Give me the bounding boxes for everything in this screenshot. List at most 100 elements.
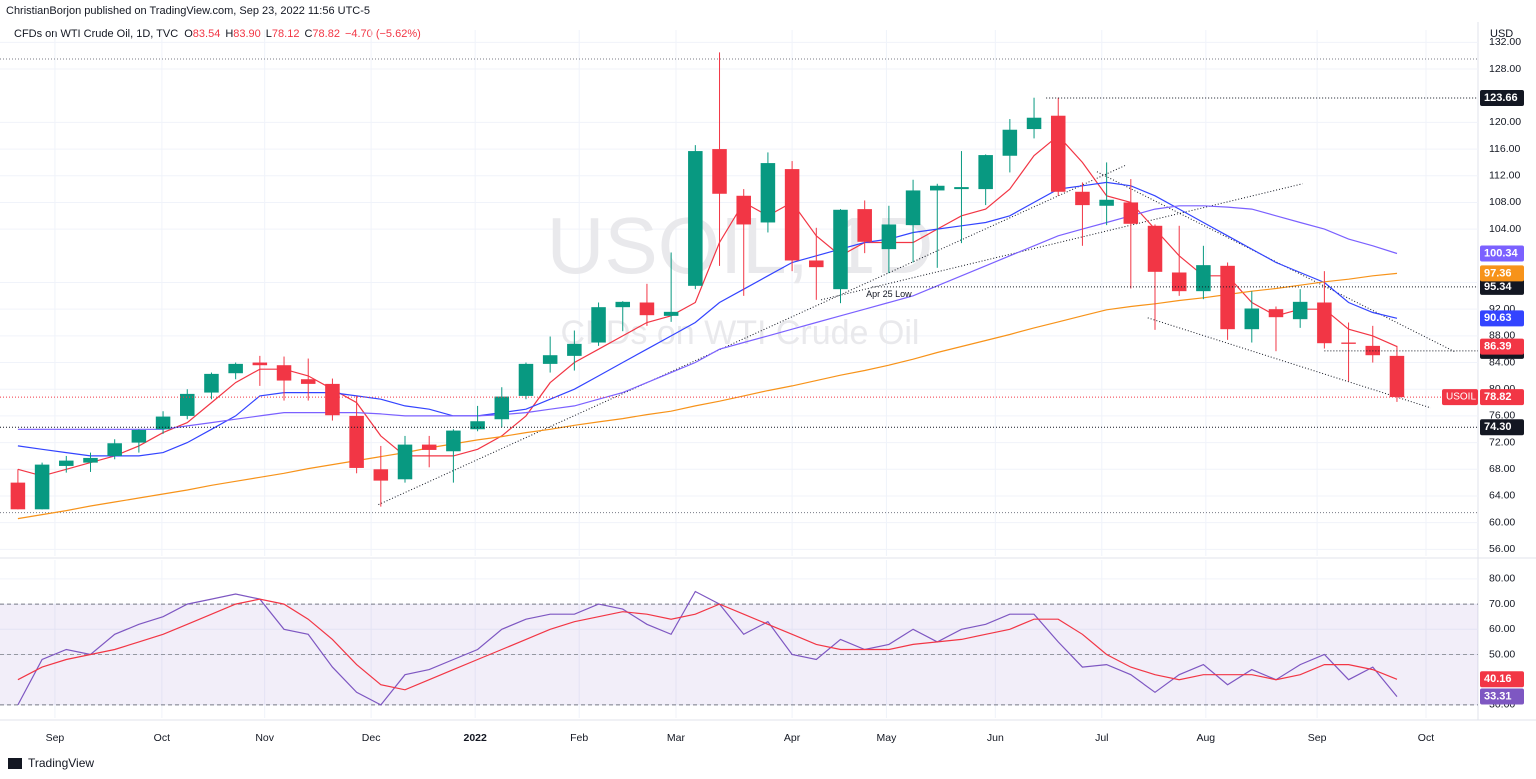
candle-body [34, 464, 50, 510]
candle-body [470, 421, 485, 430]
y-tick-label: 80.00 [1489, 573, 1515, 585]
ohlc-key: L [266, 28, 272, 40]
candle-body [107, 443, 122, 456]
y-tick-label: 112.00 [1489, 170, 1520, 182]
ohlc-key: O [184, 28, 193, 40]
x-tick-label: Nov [255, 732, 274, 744]
ohlc-value: 83.54 [193, 28, 221, 40]
candle-body [155, 416, 171, 430]
candle-body [59, 460, 74, 466]
candle-body [567, 343, 582, 356]
candle-body [978, 155, 993, 190]
axis-label-box [1480, 338, 1524, 355]
axis-label: 74.30 [1484, 421, 1512, 433]
y-tick-label: 50.00 [1489, 648, 1515, 660]
axis-label: 100.34 [1484, 247, 1519, 259]
candle-body [1171, 272, 1187, 292]
candle-body [784, 169, 800, 261]
x-tick-label: Feb [570, 732, 588, 744]
y-tick-label: 132.00 [1489, 36, 1521, 48]
candle-body [1099, 199, 1114, 206]
axis-label-box [1480, 310, 1524, 327]
candle-body [1196, 265, 1211, 292]
footer: TradingView [28, 756, 94, 770]
y-tick-label: 104.00 [1489, 223, 1521, 235]
symbol-box [1442, 389, 1478, 406]
x-tick-label: Oct [154, 732, 170, 744]
y-tick-label: 68.00 [1489, 463, 1515, 475]
rsi-line [17, 590, 1398, 706]
y-tick-label: 60.00 [1489, 623, 1515, 635]
candle-body [325, 383, 340, 416]
candle-body [1026, 117, 1042, 130]
axis-label-box [1480, 89, 1524, 106]
candle-body [1244, 308, 1260, 330]
ohlc-value: 78.82 [312, 28, 340, 40]
candle-body [1292, 301, 1308, 320]
candle-body [809, 260, 824, 268]
candle-body [276, 365, 292, 381]
candle-body [397, 444, 413, 480]
candle-body [1268, 309, 1284, 318]
moving-average [17, 134, 1398, 477]
candle-body [518, 363, 534, 396]
candle-body [1389, 355, 1405, 398]
axis-label-box [1480, 265, 1524, 282]
candle-body [204, 373, 219, 393]
moving-average [17, 181, 1398, 457]
watermark-subtitle: CFDs on WTI Crude Oil [561, 314, 920, 352]
symbol: CFDs on WTI Crude Oil, 1D, TVC [14, 28, 178, 40]
y-tick-label: 84.00 [1489, 356, 1515, 368]
candle-body [1123, 202, 1139, 224]
ohlc-key: H [225, 28, 233, 40]
candle-body [881, 224, 897, 250]
candle-body [591, 307, 606, 343]
candle-body [373, 469, 389, 481]
axis-label-box [1480, 389, 1524, 406]
candle-body [1075, 191, 1090, 206]
ohlc-value: 83.90 [233, 28, 261, 40]
y-tick-label: 120.00 [1489, 116, 1521, 128]
moving-average [17, 272, 1398, 520]
candle-body [446, 430, 461, 452]
candle-body [663, 311, 679, 316]
candle-body [228, 363, 243, 374]
x-tick-label: Apr [784, 732, 801, 744]
candle-body [905, 190, 921, 226]
x-tick-label: Sep [46, 732, 65, 744]
candle-body [1147, 225, 1163, 272]
axis-label-box [1480, 278, 1524, 295]
candle-body [712, 149, 727, 194]
x-tick-label: Oct [1418, 732, 1434, 744]
ohlc-key: C [304, 28, 312, 40]
candle-body [736, 195, 751, 225]
candle-body [1341, 342, 1356, 344]
axis-label-box [1480, 671, 1524, 688]
rsi-line [17, 598, 1398, 691]
candle-body [760, 163, 776, 223]
axis-label: 90.63 [1484, 312, 1512, 324]
y-tick-label: 76.00 [1489, 410, 1515, 422]
trendline [1096, 171, 1456, 353]
candle-body [131, 429, 147, 443]
x-tick-label: 2022 [463, 732, 487, 744]
ohlc-value: 78.12 [272, 28, 300, 40]
x-tick-label: Sep [1308, 732, 1327, 744]
axis-label: 33.31 [1484, 690, 1512, 702]
logo [8, 758, 22, 769]
candle-body [1220, 265, 1235, 330]
candle-body [857, 209, 872, 242]
y-tick-label: 72.00 [1489, 436, 1515, 448]
axis-label: 95.34 [1484, 281, 1512, 293]
trendline [378, 164, 1127, 506]
axis-label: 78.82 [1484, 391, 1512, 403]
candle-body [639, 302, 655, 316]
candle-body [349, 415, 364, 468]
axis-label-box [1480, 688, 1524, 705]
candle-body [83, 457, 98, 463]
y-tick-label: 60.00 [1489, 516, 1515, 528]
y-tick-label: 56.00 [1489, 543, 1515, 555]
candle-body [930, 185, 945, 191]
axis-label-box [1480, 245, 1524, 262]
